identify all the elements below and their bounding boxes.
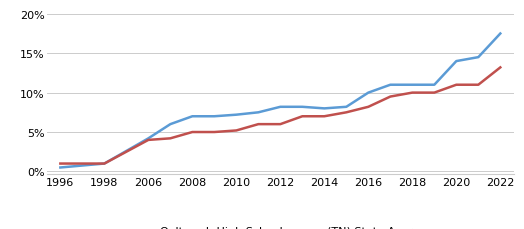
- Line: (TN) State Average: (TN) State Average: [60, 68, 500, 164]
- (TN) State Average: [475, 84, 482, 87]
- (TN) State Average: [453, 84, 460, 87]
- Ooltewah High School: [453, 60, 460, 63]
- (TN) State Average: [189, 131, 195, 134]
- (TN) State Average: [299, 115, 305, 118]
- (TN) State Average: [101, 162, 107, 165]
- Line: Ooltewah High School: Ooltewah High School: [60, 34, 500, 168]
- Legend: Ooltewah High School, (TN) State Average: Ooltewah High School, (TN) State Average: [123, 221, 438, 229]
- (TN) State Average: [277, 123, 283, 126]
- Ooltewah High School: [387, 84, 394, 87]
- Ooltewah High School: [343, 106, 350, 109]
- (TN) State Average: [365, 106, 372, 109]
- Ooltewah High School: [101, 162, 107, 165]
- Ooltewah High School: [233, 114, 239, 117]
- Ooltewah High School: [189, 115, 195, 118]
- Ooltewah High School: [167, 123, 173, 126]
- Ooltewah High School: [211, 115, 217, 118]
- (TN) State Average: [431, 92, 438, 95]
- (TN) State Average: [321, 115, 328, 118]
- Ooltewah High School: [431, 84, 438, 87]
- (TN) State Average: [145, 139, 151, 142]
- Ooltewah High School: [255, 112, 261, 114]
- (TN) State Average: [409, 92, 416, 95]
- (TN) State Average: [255, 123, 261, 126]
- (TN) State Average: [387, 96, 394, 98]
- (TN) State Average: [497, 67, 504, 69]
- (TN) State Average: [343, 112, 350, 114]
- Ooltewah High School: [475, 57, 482, 59]
- Ooltewah High School: [409, 84, 416, 87]
- (TN) State Average: [211, 131, 217, 134]
- Ooltewah High School: [365, 92, 372, 95]
- (TN) State Average: [167, 137, 173, 140]
- Ooltewah High School: [299, 106, 305, 109]
- Ooltewah High School: [57, 166, 63, 169]
- Ooltewah High School: [145, 137, 151, 140]
- (TN) State Average: [57, 162, 63, 165]
- Ooltewah High School: [497, 33, 504, 36]
- Ooltewah High School: [277, 106, 283, 109]
- (TN) State Average: [233, 130, 239, 132]
- Ooltewah High School: [321, 108, 328, 110]
